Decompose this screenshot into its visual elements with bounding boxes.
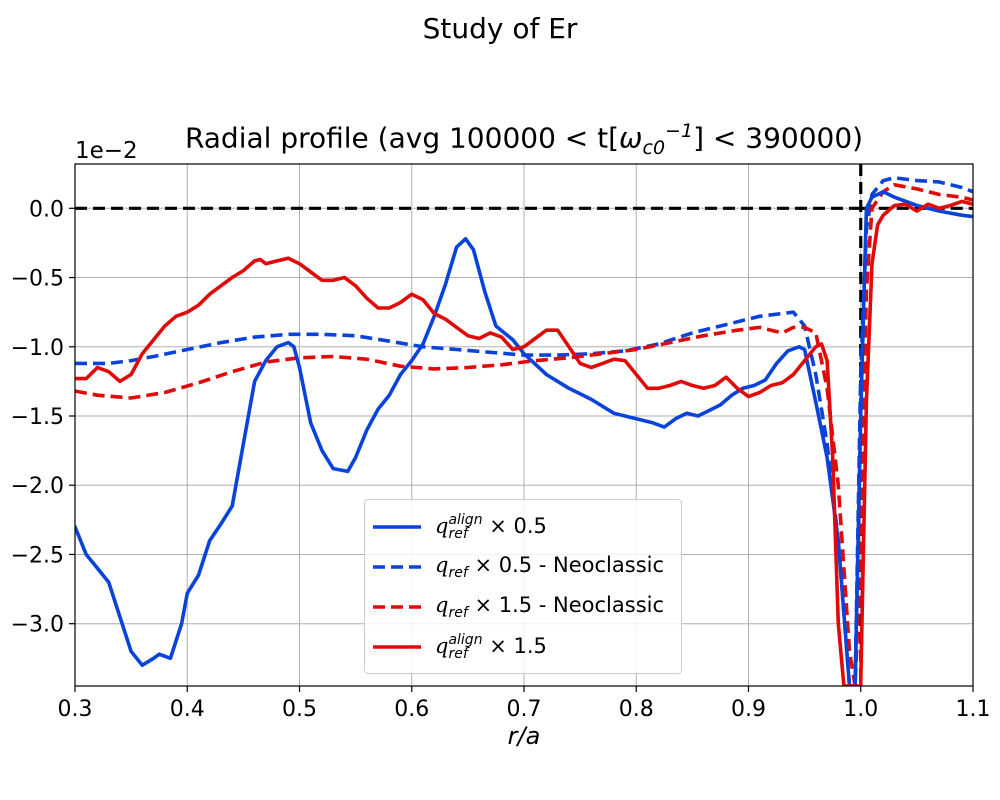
x-tick-label: 0.8 bbox=[619, 697, 654, 722]
x-axis-ticks: 0.3 0.4 0.5 0.6 0.7 0.8 0.9 1.0 1.1 bbox=[58, 686, 991, 722]
series-lines bbox=[75, 176, 973, 686]
x-tick-label: 0.9 bbox=[731, 697, 766, 722]
legend-item-2: qref × 1.5 - Neoclassic bbox=[373, 592, 664, 622]
y-tick-label: −2.0 bbox=[11, 474, 64, 499]
y-tick-label: 0.0 bbox=[29, 197, 64, 222]
legend-swatch bbox=[373, 565, 421, 569]
y-tick-label: −0.5 bbox=[11, 267, 64, 292]
y-tick-label: −1.0 bbox=[11, 336, 64, 361]
x-tick-label: 1.0 bbox=[843, 697, 878, 722]
series-line-2 bbox=[75, 183, 973, 686]
legend-label: q align ref × 1.5 bbox=[435, 632, 547, 662]
chart-title-suffix: ] < 390000) bbox=[693, 121, 864, 155]
y-axis-offset-label: 1e−2 bbox=[75, 138, 138, 164]
legend-swatch bbox=[373, 525, 421, 529]
legend-swatch bbox=[373, 605, 421, 609]
chart-title-symbol: ω bbox=[619, 121, 643, 155]
legend-swatch bbox=[373, 645, 421, 649]
chart-title-sub: c0 bbox=[642, 136, 666, 159]
y-tick-label: −2.5 bbox=[11, 543, 64, 568]
x-tick-label: 0.7 bbox=[507, 697, 542, 722]
y-tick-label: −3.0 bbox=[11, 613, 64, 638]
x-axis-label: r/a bbox=[508, 722, 541, 750]
legend-item-3: q align ref × 1.5 bbox=[373, 632, 547, 662]
legend-label: qref × 1.5 - Neoclassic bbox=[435, 592, 665, 622]
y-tick-label: −1.5 bbox=[11, 405, 64, 430]
chart-title-sup: −1 bbox=[665, 120, 694, 142]
legend-item-0: q align ref × 0.5 bbox=[373, 512, 547, 542]
chart-title-prefix: Radial profile (avg 100000 < t[ bbox=[184, 121, 620, 155]
x-tick-label: 0.3 bbox=[58, 697, 93, 722]
legend: q align ref × 0.5 qref × 0.5 - Neoclassic qr… bbox=[364, 499, 682, 674]
legend-label: qref × 0.5 - Neoclassic bbox=[435, 552, 665, 582]
series-line-3 bbox=[75, 199, 973, 686]
series-line-1 bbox=[75, 176, 973, 686]
x-tick-label: 0.4 bbox=[170, 697, 205, 722]
x-tick-label: 0.5 bbox=[282, 697, 317, 722]
x-tick-label: 0.6 bbox=[394, 697, 429, 722]
x-tick-label: 1.1 bbox=[956, 697, 991, 722]
legend-item-1: qref × 0.5 - Neoclassic bbox=[373, 552, 664, 582]
y-axis-ticks: 0.0 −0.5 −1.0 −1.5 −2.0 −2.5 −3.0 bbox=[11, 197, 75, 638]
chart-title: Radial profile (avg 100000 < t[ωc0−1] < … bbox=[75, 120, 973, 159]
legend-label: q align ref × 0.5 bbox=[435, 512, 547, 542]
figure-suptitle: Study of Er bbox=[422, 12, 578, 45]
series-line-0 bbox=[75, 189, 973, 686]
